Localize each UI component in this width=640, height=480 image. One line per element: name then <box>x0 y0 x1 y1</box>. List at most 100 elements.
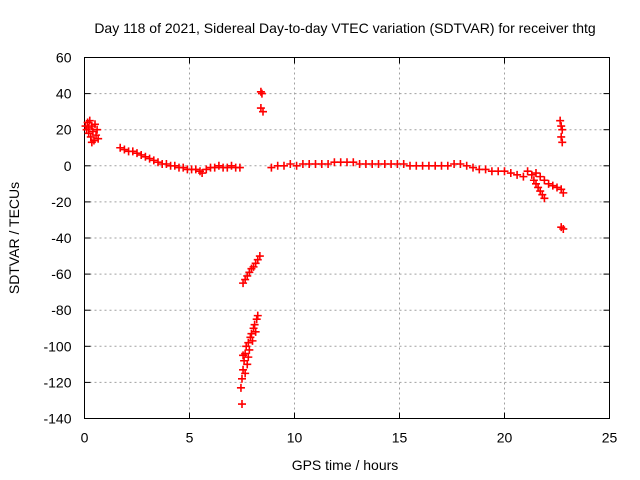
x-axis-label: GPS time / hours <box>292 457 399 473</box>
data-point <box>259 107 267 116</box>
axis-ticks <box>84 57 610 419</box>
data-point <box>162 159 171 168</box>
data-point <box>286 159 295 168</box>
data-point <box>202 165 211 174</box>
data-point <box>399 159 408 168</box>
data-point <box>257 89 266 98</box>
data-point <box>280 161 288 170</box>
data-point <box>559 224 568 233</box>
data-point <box>324 159 333 168</box>
data-point <box>462 161 471 170</box>
data-point <box>248 336 257 345</box>
data-point <box>557 122 566 131</box>
data-point <box>540 194 549 203</box>
data-point <box>548 181 557 190</box>
y-tick-label: 60 <box>56 50 72 66</box>
data-point <box>235 163 244 172</box>
data-point <box>236 383 245 392</box>
data-point <box>523 167 532 176</box>
x-tick-label: 5 <box>186 430 194 446</box>
data-points <box>81 87 568 409</box>
y-tick-label: 0 <box>64 158 72 174</box>
data-point <box>154 158 162 167</box>
data-point <box>247 329 256 338</box>
data-point <box>558 138 567 147</box>
data-point <box>137 150 146 159</box>
data-point <box>94 134 103 143</box>
y-tick-label: -20 <box>51 194 71 210</box>
data-point <box>239 351 248 360</box>
y-tick-label: -100 <box>43 338 71 354</box>
data-point <box>120 145 129 154</box>
x-tick-label: 20 <box>497 430 513 446</box>
data-point <box>238 400 246 409</box>
data-point <box>557 132 566 141</box>
data-point <box>500 167 509 176</box>
y-tick-label: -60 <box>51 266 71 282</box>
data-point <box>133 149 141 158</box>
data-point <box>244 338 253 347</box>
data-point <box>255 252 264 261</box>
data-point <box>527 170 536 179</box>
y-tick-label: -140 <box>43 411 71 427</box>
y-tick-label: -120 <box>43 374 71 390</box>
data-point <box>251 327 260 336</box>
data-point <box>84 123 93 132</box>
data-point <box>128 147 137 156</box>
data-point <box>558 125 567 134</box>
data-point <box>256 87 265 96</box>
data-point <box>245 345 254 354</box>
data-point <box>513 170 522 179</box>
data-point <box>252 315 261 324</box>
data-point <box>519 172 528 181</box>
data-point <box>223 163 232 172</box>
x-tick-label: 15 <box>392 430 408 446</box>
data-point <box>241 369 250 378</box>
data-point <box>191 165 200 174</box>
data-point <box>553 183 561 192</box>
data-point <box>87 138 96 147</box>
data-point <box>238 374 246 383</box>
data-point <box>214 161 223 170</box>
data-point <box>149 156 158 165</box>
x-tick-label: 0 <box>81 430 89 446</box>
x-tick-label: 10 <box>287 430 303 446</box>
data-point <box>85 116 94 125</box>
data-point <box>349 158 358 167</box>
y-tick-label: 20 <box>56 122 72 138</box>
data-point <box>210 163 219 172</box>
chart-title: Day 118 of 2021, Sidereal Day-to-day VTE… <box>94 20 595 36</box>
data-point <box>540 176 549 185</box>
data-point <box>267 163 276 172</box>
data-point <box>253 311 262 320</box>
data-point <box>198 169 207 178</box>
data-point <box>244 353 253 362</box>
data-point <box>243 360 252 369</box>
data-point <box>116 143 125 152</box>
data-point <box>179 163 188 172</box>
data-point <box>250 320 259 329</box>
tick-labels: 0 5 10 15 20 25 60 40 20 0 -20 -40 -60 -80 -100 -120 -14… <box>43 50 617 446</box>
data-point <box>469 163 477 172</box>
data-point <box>91 120 99 129</box>
y-axis-label: SDTVAR / TECUs <box>6 182 22 294</box>
y-tick-label: -80 <box>51 302 71 318</box>
data-point <box>532 169 540 178</box>
data-point <box>292 161 301 170</box>
grid <box>84 57 610 419</box>
y-tick-label: 40 <box>56 86 72 102</box>
data-point <box>559 188 568 197</box>
data-point <box>481 165 490 174</box>
data-point <box>443 161 452 170</box>
data-point <box>536 172 545 181</box>
data-point <box>506 169 515 178</box>
data-point <box>456 159 465 168</box>
data-point <box>227 161 236 170</box>
data-point <box>544 179 553 188</box>
data-point <box>170 161 179 170</box>
data-point <box>556 116 565 125</box>
x-tick-label: 25 <box>602 430 618 446</box>
y-tick-label: -40 <box>51 230 71 246</box>
data-point <box>93 125 102 134</box>
